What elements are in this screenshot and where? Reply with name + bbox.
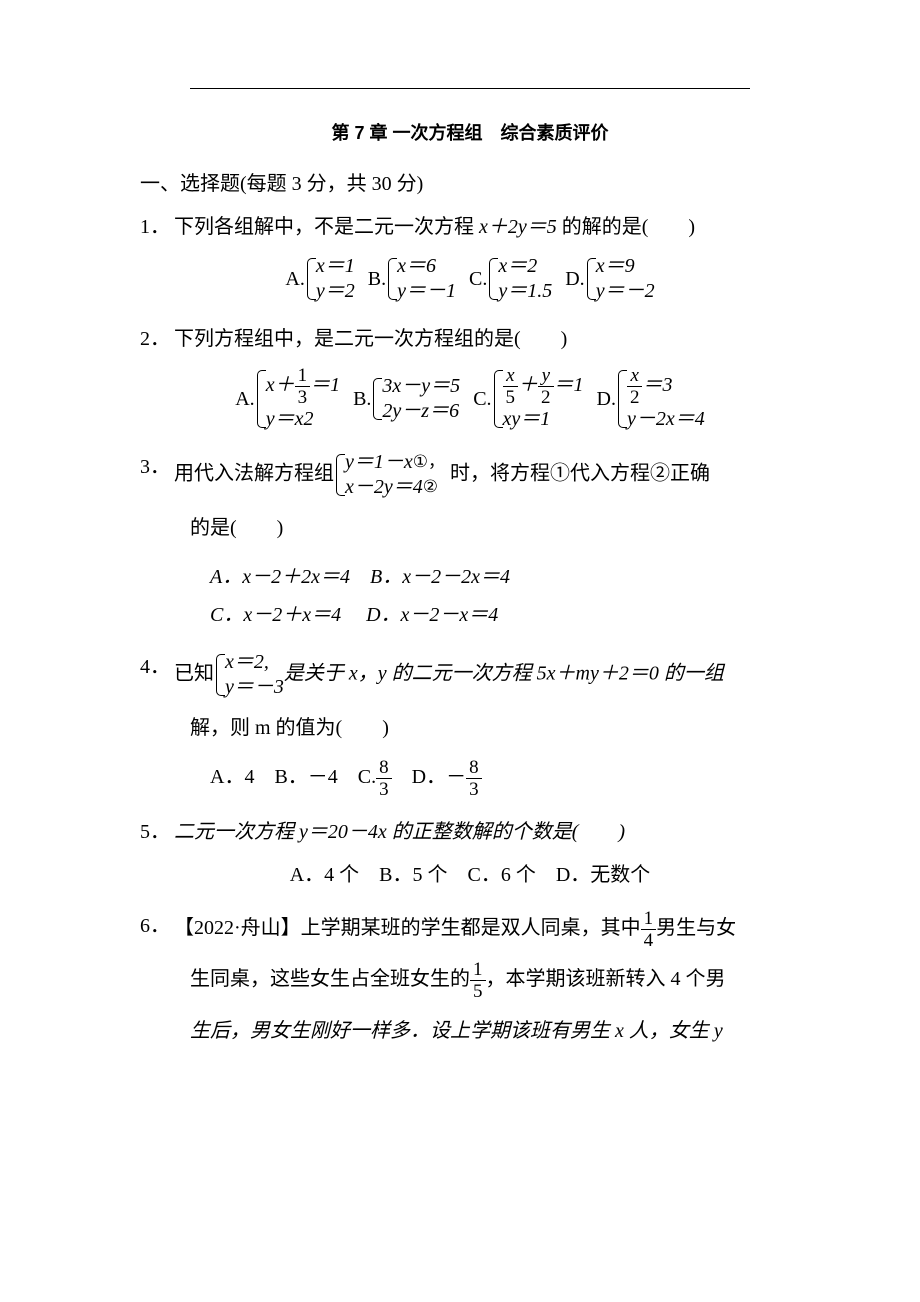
q6-text-b: 男生与女 — [656, 917, 736, 939]
q4-text-b: 是关于 x，y 的二元一次方程 5x＋my＋2＝0 的一组 — [284, 663, 724, 685]
chapter-title: 第 7 章 一次方程组 综合素质评价 — [140, 119, 800, 145]
q1-a-label: A. — [285, 263, 304, 295]
q2-d-r1: x2＝3 — [627, 366, 705, 407]
q3-r1: y＝1－x①， — [345, 450, 445, 475]
q1-body: 下列各组解中，不是二元一次方程 x＋2y＝5 的解的是( ) — [174, 210, 800, 244]
q4-c-l: C. — [358, 766, 376, 788]
q5-d: D．无数个 — [556, 864, 650, 886]
q1-a-sys: x＝1y＝2 — [305, 254, 355, 304]
q4-d-frac: 83 — [466, 758, 482, 799]
q2-body: 下列方程组中，是二元一次方程组的是( ) — [174, 322, 800, 356]
question-5: 5． 二元一次方程 y＝20－4x 的正整数解的个数是( ) — [140, 815, 800, 849]
q1-c-label: C. — [469, 263, 487, 295]
q5-c: C．6 个 — [468, 864, 536, 886]
q2-d-r2: y－2x＝4 — [627, 407, 705, 432]
question-2: 2． 下列方程组中，是二元一次方程组的是( ) — [140, 322, 800, 356]
q5-a: A．4 个 — [290, 864, 359, 886]
q1-b-label: B. — [368, 263, 386, 295]
q2-c-r1: x5＋y2＝1 — [503, 366, 584, 407]
q2-c-label: C. — [473, 383, 491, 415]
question-4: 4． 已知x＝2,y＝－3是关于 x，y 的二元一次方程 5x＋my＋2＝0 的… — [140, 650, 800, 700]
q3-text-b: 时，将方程①代入方程②正确 — [445, 463, 710, 485]
q2-opt-b: B.3x－y＝52y－z＝6 — [353, 374, 460, 424]
q3-text-a: 用代入法解方程组 — [174, 463, 334, 485]
q2-opt-d: D. x2＝3 y－2x＝4 — [597, 366, 705, 432]
q6-body: 【2022·舟山】上学期某班的学生都是双人同桌，其中14男生与女 — [174, 909, 800, 950]
q1-text-a: 下列各组解中，不是二元一次方程 — [174, 216, 479, 238]
q1-opt-b: B.x＝6y＝－1 — [368, 254, 456, 304]
q2-b-label: B. — [353, 383, 371, 415]
q3-options: A．x－2＋2x＝4 B．x－2－2x＝4 C．x－2＋x＝4 D．x－2－x＝… — [140, 558, 800, 634]
q1-options: A.x＝1y＝2 B.x＝6y＝－1 C.x＝2y＝1.5 D.x＝9y＝－2 — [140, 254, 800, 304]
q2-c-sys: x5＋y2＝1 xy＝1 — [492, 366, 584, 432]
q4-body: 已知x＝2,y＝－3是关于 x，y 的二元一次方程 5x＋my＋2＝0 的一组 — [174, 650, 800, 700]
q1-opt-a: A.x＝1y＝2 — [285, 254, 354, 304]
q6-line2: 生同桌，这些女生占全班女生的15，本学期该班新转入 4 个男 — [140, 960, 800, 1001]
q3-line2: 的是( ) — [140, 510, 800, 546]
q2-opt-a: A. x＋13＝1 y＝x2 — [235, 366, 340, 432]
q2-a-r2: y＝x2 — [266, 407, 340, 432]
q2-a-r1: x＋13＝1 — [266, 366, 340, 407]
q4-sys: x＝2,y＝－3 — [214, 650, 284, 700]
q4-a: A．4 — [210, 766, 254, 788]
q6-line3: 生后，男女生刚好一样多．设上学期该班有男生 x 人，女生 y — [140, 1013, 800, 1049]
q4-line2: 解，则 m 的值为( ) — [140, 710, 800, 746]
top-rule — [190, 88, 750, 89]
q5-body: 二元一次方程 y＝20－4x 的正整数解的个数是( ) — [174, 815, 800, 849]
q1-opt-c: C.x＝2y＝1.5 — [469, 254, 552, 304]
q1-d-label: D. — [565, 263, 584, 295]
exam-page: 第 7 章 一次方程组 综合素质评价 一、选择题(每题 3 分，共 30 分) … — [0, 0, 920, 1302]
q1-c-sys: x＝2y＝1.5 — [487, 254, 552, 304]
q1-number: 1． — [140, 210, 174, 244]
q1-text-b: 的解的是( ) — [557, 216, 695, 238]
question-3: 3． 用代入法解方程组 y＝1－x①， x－2y＝4② 时，将方程①代入方程②正… — [140, 450, 800, 500]
q2-a-label: A. — [235, 383, 254, 415]
q4-text-a: 已知 — [174, 663, 214, 685]
section-heading: 一、选择题(每题 3 分，共 30 分) — [140, 167, 800, 196]
q1-b-sys: x＝6y＝－1 — [386, 254, 456, 304]
q3-d: D．x－2－x＝4 — [366, 604, 498, 626]
q2-options: A. x＋13＝1 y＝x2 B.3x－y＝52y－z＝6 C. x5＋y2＝1… — [140, 366, 800, 432]
q5-options: A．4 个 B．5 个 C．6 个 D．无数个 — [140, 859, 800, 891]
q6-text-a: 上学期某班的学生都是双人同桌，其中 — [301, 917, 641, 939]
q2-number: 2． — [140, 322, 174, 356]
q6-frac1: 14 — [641, 909, 657, 950]
q4-b: B．－4 — [274, 766, 337, 788]
q3-number: 3． — [140, 450, 174, 484]
q2-opt-c: C. x5＋y2＝1 xy＝1 — [473, 366, 583, 432]
q2-d-sys: x2＝3 y－2x＝4 — [616, 366, 705, 432]
q4-number: 4． — [140, 650, 174, 684]
q3-body: 用代入法解方程组 y＝1－x①， x－2y＝4② 时，将方程①代入方程②正确 — [174, 450, 800, 500]
q3-sys: y＝1－x①， x－2y＝4② — [334, 450, 445, 500]
q2-b-sys: 3x－y＝52y－z＝6 — [371, 374, 460, 424]
question-1: 1． 下列各组解中，不是二元一次方程 x＋2y＝5 的解的是( ) — [140, 210, 800, 244]
q2-a-sys: x＋13＝1 y＝x2 — [255, 366, 340, 432]
q1-d-sys: x＝9y＝－2 — [585, 254, 655, 304]
q1-opt-d: D.x＝9y＝－2 — [565, 254, 654, 304]
q3-c: C．x－2＋x＝4 — [210, 604, 341, 626]
q2-d-label: D. — [597, 383, 616, 415]
q6-frac2: 15 — [470, 960, 486, 1001]
q4-c-frac: 83 — [376, 758, 392, 799]
q5-b: B．5 个 — [379, 864, 447, 886]
q4-options: A．4 B．－4 C.83 D．－83 — [140, 758, 800, 799]
q5-number: 5． — [140, 815, 174, 849]
q6-number: 6． — [140, 909, 174, 943]
q3-a: A．x－2＋2x＝4 — [210, 566, 350, 588]
question-6: 6． 【2022·舟山】上学期某班的学生都是双人同桌，其中14男生与女 — [140, 909, 800, 950]
q3-b: B．x－2－2x＝4 — [370, 566, 510, 588]
q6-tag: 【2022·舟山】 — [174, 917, 301, 939]
q1-eq: x＋2y＝5 — [479, 216, 557, 238]
q4-d-l: D．－ — [412, 766, 466, 788]
q2-c-r2: xy＝1 — [503, 407, 584, 432]
q3-r2: x－2y＝4② — [345, 475, 445, 500]
